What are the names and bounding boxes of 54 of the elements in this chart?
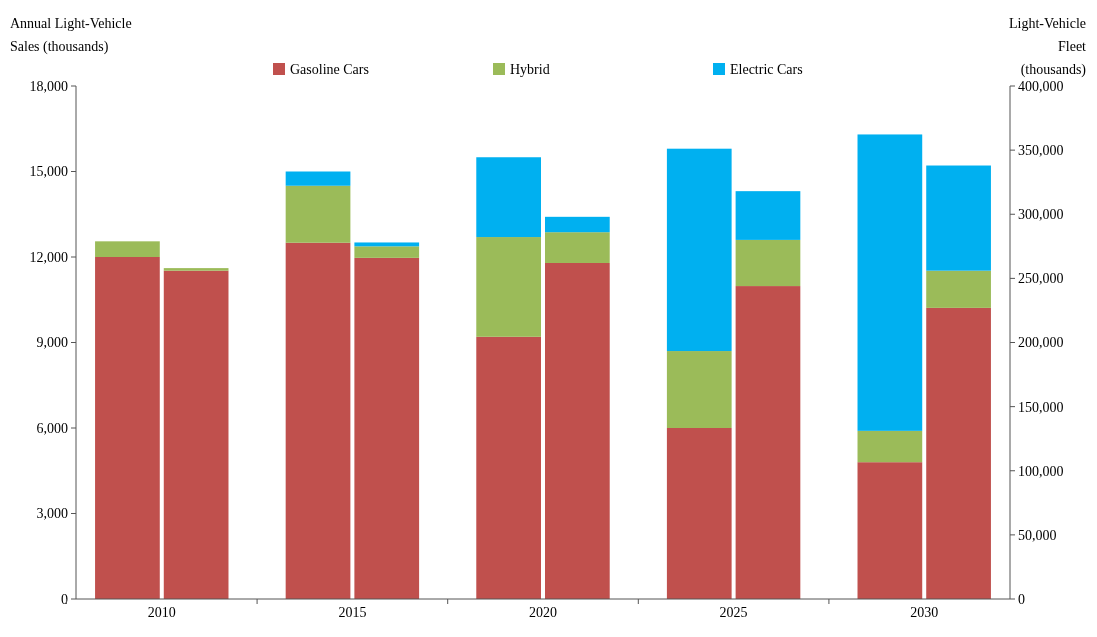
y2-tick-label: 400,000	[1018, 78, 1064, 94]
bar	[857, 462, 923, 599]
bar	[926, 165, 991, 271]
y-tick-label: 9,000	[36, 335, 68, 351]
bar	[476, 157, 541, 238]
y2-axis-title: Light-Vehicle Fleet (thousands)	[1009, 16, 1087, 78]
bar	[354, 246, 420, 258]
x-tick-label: 2015	[338, 605, 367, 620]
bar	[666, 148, 732, 352]
y2-tick-label: 200,000	[1018, 335, 1064, 351]
bar	[666, 351, 732, 428]
x-tick-label: 2030	[910, 605, 939, 620]
y-axis-title: Annual Light-Vehicle Sales (thousands)	[10, 16, 132, 55]
bar	[926, 270, 991, 308]
bar	[285, 171, 351, 186]
bar	[666, 428, 732, 599]
bar	[735, 286, 801, 599]
y2-tick-label: 350,000	[1018, 143, 1064, 159]
bar	[285, 242, 351, 599]
x-tick-label: 2025	[719, 605, 748, 620]
y-tick-label: 6,000	[36, 420, 68, 436]
bar	[735, 239, 801, 287]
x-tick-label: 2010	[147, 605, 176, 620]
y2-tick-label: 150,000	[1018, 399, 1064, 415]
bar	[476, 237, 541, 337]
y2-tick-label: 300,000	[1018, 207, 1064, 223]
y-tick-label: 15,000	[29, 164, 68, 180]
y2-tick-label: 50,000	[1018, 527, 1057, 543]
y-tick-label: 3,000	[36, 506, 68, 522]
bar	[476, 336, 541, 599]
y2-tick-label: 100,000	[1018, 463, 1064, 479]
bar	[95, 241, 160, 257]
y-tick-label: 0	[61, 591, 68, 607]
bar	[857, 134, 923, 431]
legend-label: Electric Cars	[730, 62, 803, 77]
legend-label: Hybrid	[510, 62, 550, 77]
y2-tick-label: 0	[1018, 591, 1025, 607]
x-tick-label: 2020	[529, 605, 557, 620]
bar	[545, 216, 610, 233]
bar	[926, 307, 991, 599]
bar	[163, 268, 229, 271]
bar	[163, 270, 229, 599]
legend-label: Gasoline Cars	[290, 62, 369, 77]
bar	[857, 430, 923, 463]
bar	[285, 185, 351, 243]
bar	[354, 257, 420, 599]
bar	[545, 262, 610, 599]
bar	[735, 191, 801, 240]
bar	[95, 257, 160, 599]
bar	[545, 232, 610, 263]
y-tick-label: 12,000	[29, 249, 68, 265]
bar	[354, 242, 420, 247]
y2-tick-label: 250,000	[1018, 271, 1064, 287]
y-tick-label: 18,000	[29, 78, 68, 94]
